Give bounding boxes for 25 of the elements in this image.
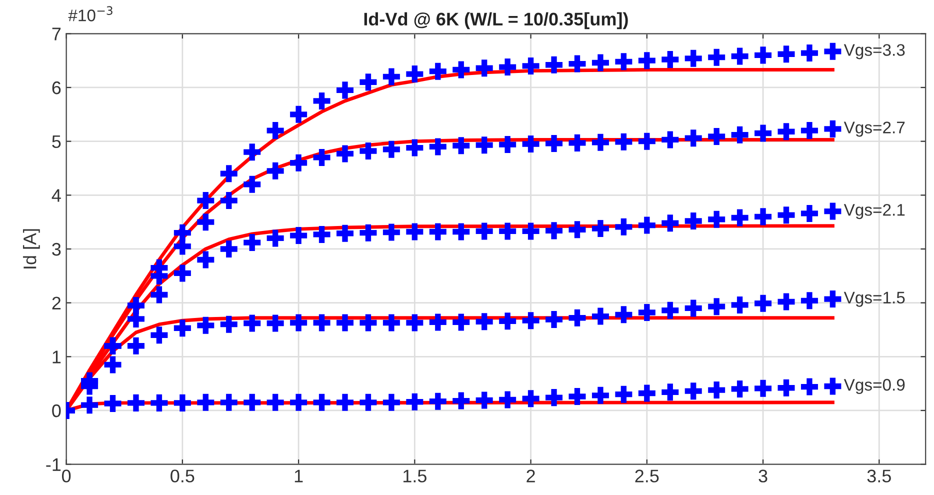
x-tick-label: 2	[526, 470, 535, 482]
x-tick-label: 3.5	[867, 470, 891, 482]
x-tick-label: 0	[62, 470, 71, 482]
y-axis-title: Id [A]	[23, 229, 40, 268]
chart-title: Id-Vd @ 6K (W/L = 10/0.35[um])	[364, 12, 628, 30]
x-tick-label: 3	[758, 470, 768, 482]
series-label: Vgs=1.5	[844, 292, 905, 307]
series-label: Vgs=2.7	[844, 122, 905, 137]
y-tick-label: -1	[46, 458, 61, 471]
y-tick-label: 3	[52, 242, 61, 256]
series-label: Vgs=3.3	[844, 44, 905, 60]
x-tick-label: 0.5	[170, 470, 194, 482]
text: #10$^{−3}$	[68, 6, 112, 22]
x-tick-label: 1.5	[404, 470, 426, 482]
y-tick-label: 6	[52, 81, 61, 94]
y-tick-label: 2	[52, 296, 61, 310]
y-tick-label: 5	[52, 135, 61, 148]
x-tick-label: 1	[294, 470, 303, 482]
x-tick-label: 2.5	[635, 470, 659, 482]
y-tick-label: 4	[52, 189, 61, 202]
y-tick-label: 7	[52, 28, 61, 40]
y-tick-label: 0	[52, 404, 61, 418]
y-tick-label: 1	[52, 350, 61, 364]
series-label: Vgs=0.9	[844, 378, 905, 394]
series-label: Vgs=2.1	[844, 204, 905, 220]
